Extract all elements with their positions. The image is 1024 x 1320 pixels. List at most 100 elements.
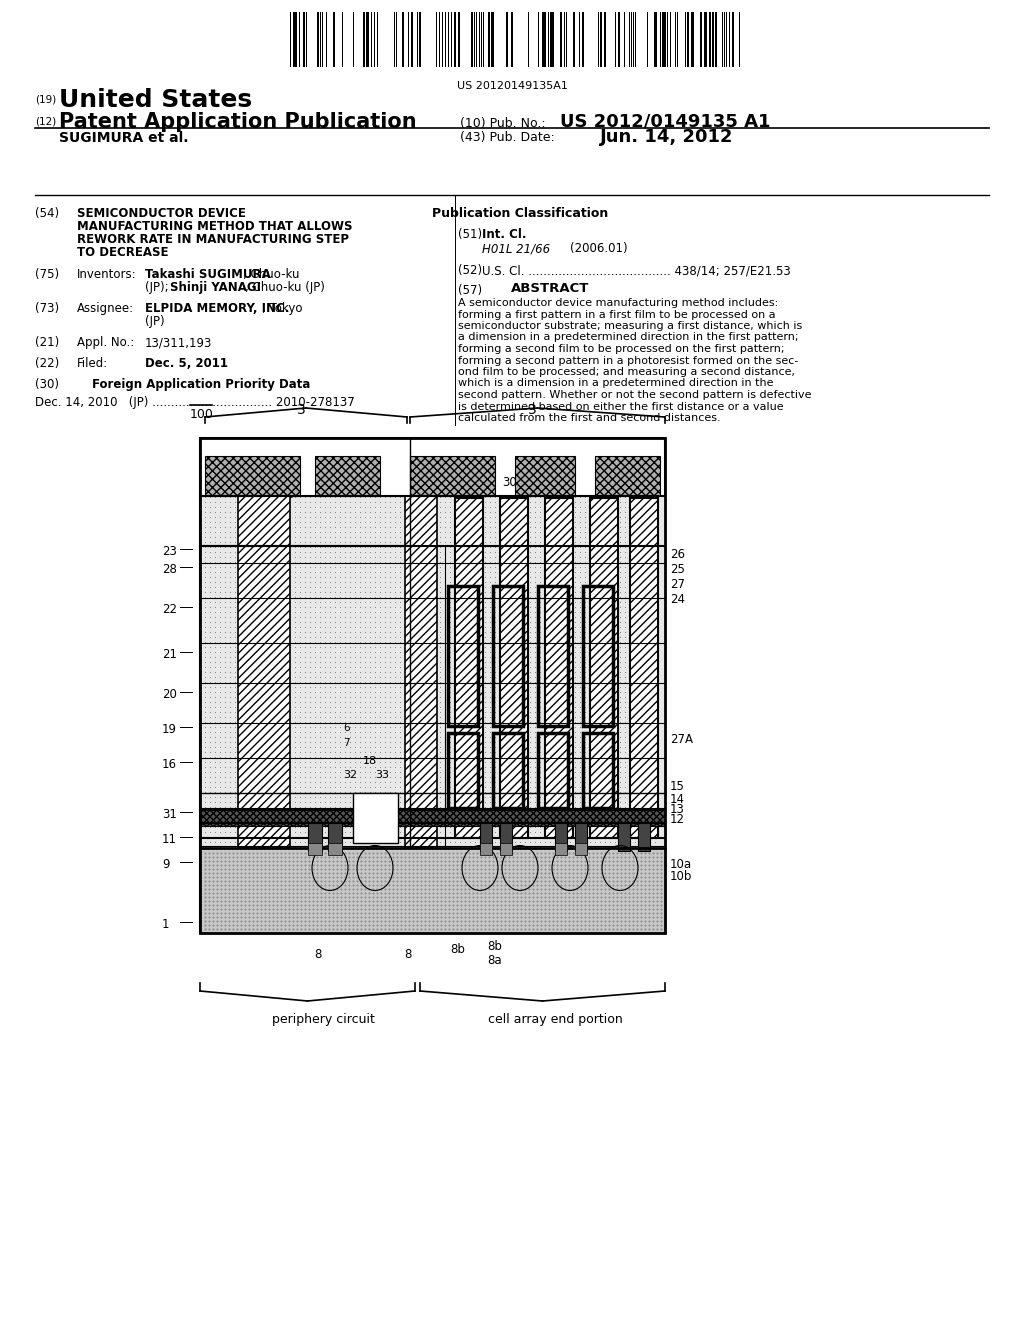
Text: SEMICONDUCTOR DEVICE: SEMICONDUCTOR DEVICE [77, 207, 246, 220]
Text: 8b: 8b [451, 942, 466, 956]
Text: 12: 12 [670, 813, 685, 826]
Text: ond film to be processed; and measuring a second distance,: ond film to be processed; and measuring … [458, 367, 795, 378]
Text: 3: 3 [297, 403, 305, 417]
Bar [406, 496, 437, 847]
Bar [595, 455, 660, 496]
Bar [449, 586, 478, 726]
Text: 23: 23 [162, 545, 177, 558]
Bar [480, 843, 492, 855]
Text: Dec. 14, 2010   (JP) ................................ 2010-278137: Dec. 14, 2010 (JP) .....................… [35, 396, 354, 409]
Text: REWORK RATE IN MANUFACTURING STEP: REWORK RATE IN MANUFACTURING STEP [77, 234, 349, 246]
Bar [715, 12, 717, 67]
Bar [362, 12, 365, 67]
Text: 7: 7 [343, 738, 349, 748]
Text: 16: 16 [162, 758, 177, 771]
Text: Dec. 5, 2011: Dec. 5, 2011 [145, 356, 228, 370]
Bar [205, 455, 300, 496]
Text: 10a: 10a [670, 858, 692, 871]
Text: forming a second film to be processed on the first pattern;: forming a second film to be processed on… [458, 345, 784, 354]
Text: SUGIMURA et al.: SUGIMURA et al. [59, 131, 188, 145]
Text: forming a second pattern in a photoresist formed on the sec-: forming a second pattern in a photoresis… [458, 355, 799, 366]
Text: 21: 21 [162, 648, 177, 661]
Bar [328, 822, 342, 851]
Text: 8: 8 [404, 948, 412, 961]
Text: US 2012/0149135 A1: US 2012/0149135 A1 [560, 114, 770, 131]
Bar [575, 822, 587, 851]
Text: (19): (19) [35, 95, 56, 106]
Text: 1: 1 [162, 917, 170, 931]
Bar [573, 12, 575, 67]
Bar [471, 12, 473, 67]
Text: 8: 8 [314, 948, 322, 961]
Text: (JP): (JP) [145, 315, 165, 327]
Bar [654, 12, 657, 67]
Bar [449, 733, 478, 808]
Text: 32: 32 [343, 770, 357, 780]
Text: (30): (30) [35, 378, 59, 391]
Text: 25: 25 [670, 564, 685, 576]
Text: Foreign Application Priority Data: Foreign Application Priority Data [92, 378, 310, 391]
Bar [583, 586, 613, 726]
Bar [458, 12, 460, 67]
Bar [328, 843, 342, 855]
Text: 8b: 8b [487, 940, 503, 953]
Text: , Chuo-ku: , Chuo-ku [243, 268, 299, 281]
Text: Inventors:: Inventors: [77, 268, 136, 281]
Text: forming a first pattern in a first film to be processed on a: forming a first pattern in a first film … [458, 309, 775, 319]
Text: Shinji YANAGI: Shinji YANAGI [170, 281, 261, 294]
Bar [709, 12, 711, 67]
Bar [560, 12, 562, 67]
Bar [419, 12, 421, 67]
Text: MANUFACTURING METHOD THAT ALLOWS: MANUFACTURING METHOD THAT ALLOWS [77, 220, 352, 234]
Text: 31: 31 [162, 808, 177, 821]
Text: (51): (51) [458, 228, 482, 242]
Bar [687, 12, 689, 67]
Text: 19: 19 [162, 723, 177, 737]
Bar [511, 12, 513, 67]
Bar [618, 822, 630, 851]
Bar [493, 733, 523, 808]
Bar [542, 12, 546, 67]
Text: Appl. No.:: Appl. No.: [77, 337, 134, 348]
Bar [493, 586, 523, 726]
Text: 29: 29 [515, 488, 530, 502]
Text: , Chuo-ku (JP): , Chuo-ku (JP) [245, 281, 325, 294]
Bar [353, 793, 398, 843]
Bar [500, 498, 528, 838]
Bar [200, 438, 665, 933]
Text: 3: 3 [528, 403, 537, 417]
Bar [583, 733, 613, 808]
Text: , Tokyo: , Tokyo [262, 302, 302, 315]
Text: Jun. 14, 2012: Jun. 14, 2012 [600, 128, 733, 147]
Text: 28: 28 [162, 564, 177, 576]
Bar [732, 12, 734, 67]
Text: a dimension in a predetermined direction in the first pattern;: a dimension in a predetermined direction… [458, 333, 799, 342]
Text: 8a: 8a [487, 954, 503, 968]
Bar [333, 12, 335, 67]
Bar [402, 12, 404, 67]
Bar [303, 12, 305, 67]
Text: (43) Pub. Date:: (43) Pub. Date: [460, 131, 555, 144]
Bar [200, 808, 665, 826]
Bar [366, 12, 369, 67]
Bar [705, 12, 707, 67]
Bar [488, 12, 490, 67]
Text: (12): (12) [35, 117, 56, 127]
Text: Patent Application Publication: Patent Application Publication [59, 112, 417, 132]
Text: 18: 18 [362, 756, 377, 766]
Bar [618, 12, 620, 67]
Text: (52): (52) [458, 264, 482, 277]
Bar [308, 843, 322, 855]
Text: (75): (75) [35, 268, 59, 281]
Text: (21): (21) [35, 337, 59, 348]
Bar [582, 12, 584, 67]
Bar [480, 822, 492, 851]
Text: (10) Pub. No.:: (10) Pub. No.: [460, 117, 546, 129]
Bar [575, 843, 587, 855]
Bar [600, 12, 602, 67]
Bar [538, 733, 568, 808]
Text: 22: 22 [162, 603, 177, 616]
Bar [410, 455, 495, 496]
Text: second pattern. Whether or not the second pattern is defective: second pattern. Whether or not the secon… [458, 389, 811, 400]
Text: calculated from the first and second distances.: calculated from the first and second dis… [458, 413, 721, 422]
